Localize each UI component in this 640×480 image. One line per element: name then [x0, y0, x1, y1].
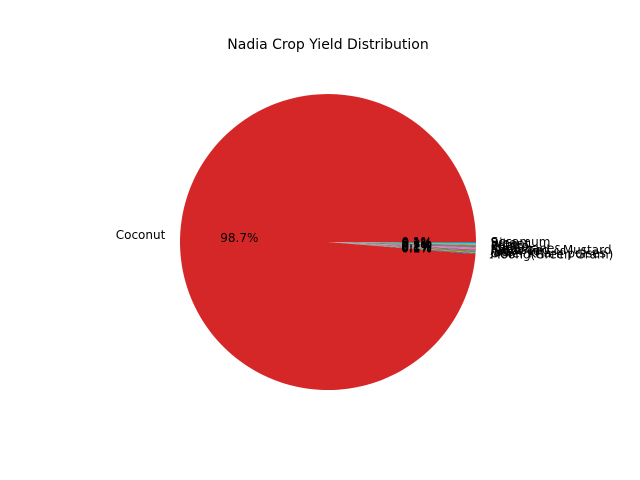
pie-slice-0 — [180, 94, 476, 391]
slice-percent-0: 98.7% — [220, 231, 258, 245]
slice-percent-5: 0.1% — [401, 239, 432, 253]
slice-percent-9: 0.1% — [402, 235, 433, 249]
slice-label-0: Coconut — [116, 228, 166, 242]
slice-percent-7: 0.3% — [402, 237, 433, 251]
pie-slice-10 — [328, 242, 477, 243]
slice-percent-2: 0.1% — [401, 241, 432, 255]
pie-slice-8 — [328, 242, 476, 245]
slice-label-7: Potato — [491, 239, 529, 253]
slice-label-1: Moong(Green Gram) — [490, 247, 613, 261]
slice-percent-10: 0.1% — [402, 235, 433, 249]
slice-label-6: Sugarcane — [491, 242, 555, 256]
slice-label-9: Rice — [491, 236, 517, 250]
slice-label-4: Arhar/Tur — [491, 244, 546, 258]
pie-slice-5 — [328, 242, 476, 251]
chart-title: Nadia Crop Yield Distribution — [227, 37, 428, 53]
slice-label-5: Rapeseed &Mustard — [491, 243, 612, 257]
pie-slice-3 — [328, 242, 476, 253]
slice-percent-4: 0.1% — [401, 240, 432, 254]
slice-percent-3: 0.1% — [401, 240, 432, 254]
slice-percent-8: 0.1% — [402, 236, 433, 250]
pie-slice-7 — [328, 242, 476, 248]
pie-slices — [180, 94, 477, 391]
slice-percent-6: 0.2% — [401, 238, 432, 252]
slice-label-8: Wheat — [491, 237, 530, 251]
slice-percent-1: 0.1% — [401, 242, 432, 256]
pie-slice-9 — [328, 242, 476, 244]
slice-label-3: Jute — [489, 245, 513, 259]
slice-label-10: Sesamum — [491, 235, 551, 249]
pie-slice-1 — [328, 242, 476, 255]
pie-slice-4 — [328, 242, 476, 252]
slice-label-2: Other Kharif pulses — [490, 246, 605, 260]
pie-labels: Coconut 98.7% Moong(Green Gram) 0.1% Other K… — [116, 228, 614, 261]
pie-slice-6 — [328, 242, 476, 250]
pie-slice-2 — [328, 242, 476, 254]
